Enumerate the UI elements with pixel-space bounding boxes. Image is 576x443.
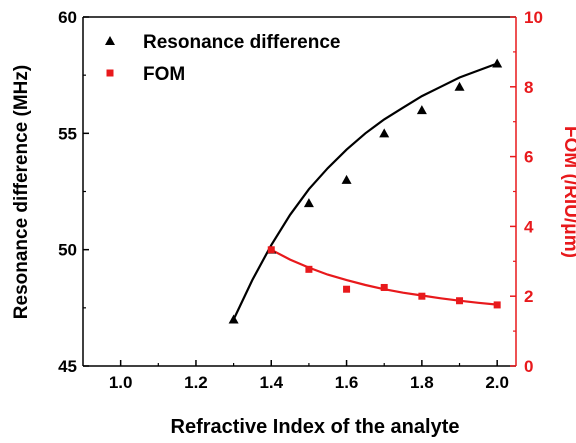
legend-resonance-label: Resonance difference: [143, 32, 340, 53]
resonance-data-point: [416, 105, 427, 115]
x-tick-label: 1.4: [259, 373, 283, 392]
fom-data-point: [418, 292, 426, 300]
y-tick-label: 45: [58, 357, 77, 376]
fom-fit-line: [270, 248, 498, 306]
legend-fom-label: FOM: [143, 64, 185, 85]
fom-data-point: [456, 297, 464, 305]
fom-data-point: [493, 301, 501, 309]
fom-data-point: [380, 283, 388, 291]
y-tick-label: 50: [58, 241, 77, 260]
x-axis: 1.0 1.2 1.4 1.6 1.8 2.0: [109, 360, 509, 392]
y-axis-label: Resonance difference (MHz): [11, 65, 32, 319]
resonance-data-point: [379, 128, 390, 138]
fom-data-point: [267, 246, 275, 254]
y-axis-left: 45 50 55 60: [58, 8, 89, 376]
y2-tick-label: 10: [524, 8, 543, 27]
resonance-data-point: [303, 198, 314, 208]
resonance-data-point: [228, 314, 239, 324]
legend-fom-marker: [106, 69, 114, 77]
y2-tick-label: 4: [524, 217, 534, 236]
x-axis-label: Refractive Index of the analyte: [171, 416, 460, 438]
y2-tick-label: 8: [524, 78, 533, 97]
resonance-data-point: [341, 174, 352, 184]
resonance-fit-line: [232, 62, 498, 320]
x-tick-label: 2.0: [485, 373, 509, 392]
resonance-data-point: [454, 81, 465, 91]
markers: [228, 58, 503, 324]
x-tick-label: 1.8: [410, 373, 434, 392]
legend-resonance-marker: [105, 36, 115, 45]
fom-data-point: [305, 265, 313, 273]
y2-tick-label: 6: [524, 148, 533, 167]
resonance-data-point: [492, 58, 503, 68]
legend: Resonance difference FOM: [105, 32, 340, 85]
y2-tick-label: 2: [524, 287, 533, 306]
y2-tick-label: 0: [524, 357, 533, 376]
y-tick-label: 55: [58, 124, 77, 143]
y-axis-right: 0 2 4 6 8 10: [510, 8, 543, 376]
y2-axis-label: FOM (/RIU/μm): [560, 126, 576, 258]
x-tick-label: 1.2: [184, 373, 208, 392]
x-tick-label: 1.0: [109, 373, 133, 392]
fom-data-point: [343, 285, 351, 293]
fit-lines: [232, 62, 498, 320]
x-tick-label: 1.6: [335, 373, 359, 392]
y-tick-label: 60: [58, 8, 77, 27]
